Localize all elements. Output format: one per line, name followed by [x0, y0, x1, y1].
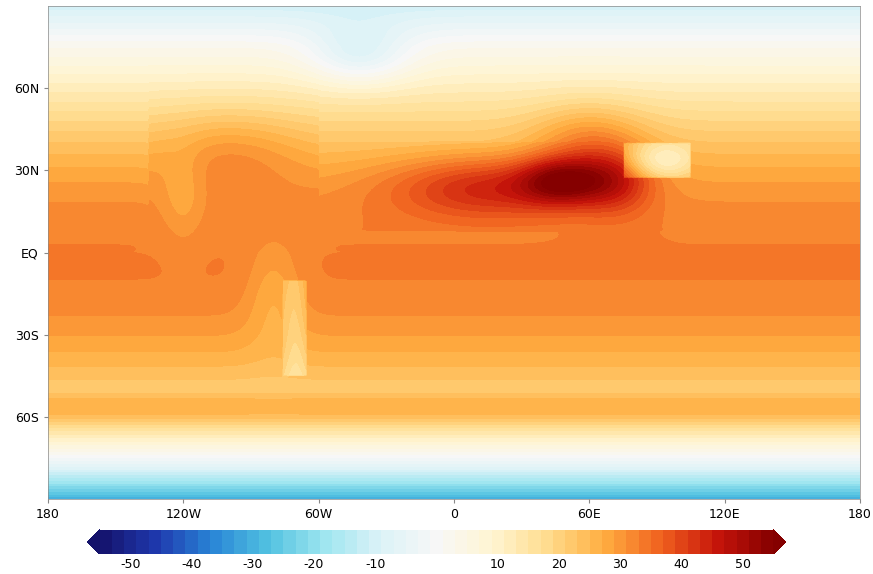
- PathPatch shape: [773, 530, 786, 554]
- PathPatch shape: [87, 530, 100, 554]
